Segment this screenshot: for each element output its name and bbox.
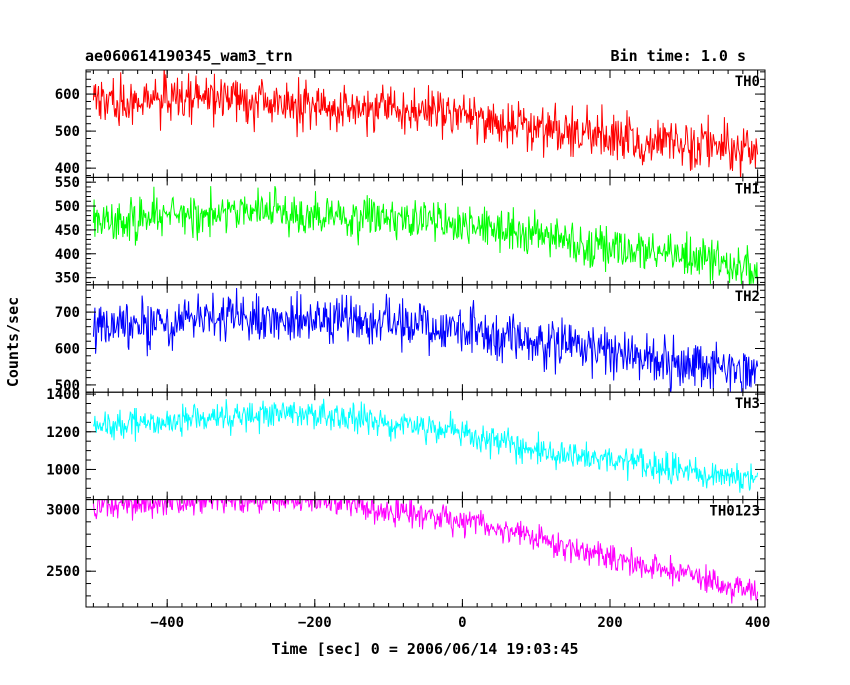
y-tick-label: 400 (55, 247, 80, 263)
y-tick-label: 600 (55, 342, 80, 358)
y-tick-label: 350 (55, 271, 80, 287)
x-tick-label: −400 (150, 615, 184, 631)
panel-th3: 1000 1200 1400 TH3 (46, 387, 766, 501)
y-tick-label: 3000 (46, 502, 80, 518)
y-tick-label: 450 (55, 223, 80, 239)
y-tick-label: 500 (55, 199, 80, 215)
x-tick-label: −200 (298, 615, 332, 631)
y-tick-label: 600 (55, 87, 80, 103)
series-line-th0 (92, 70, 759, 178)
panel-name-label: TH2 (735, 289, 760, 305)
y-tick-label: 500 (55, 378, 80, 394)
panel-th1: 350 400 450 500 550 TH1 (55, 175, 766, 287)
y-tick-label: 500 (55, 124, 80, 140)
series-line-th1 (92, 186, 758, 285)
y-tick-label: 1400 (46, 387, 80, 403)
chart-title: ae060614190345_wam3_trn (85, 47, 293, 65)
y-tick-label: 1200 (46, 425, 80, 441)
series-line-th3 (92, 398, 759, 493)
panel-th0: 400 500 600 TH0 (55, 69, 766, 178)
x-axis-tick-labels: −400 −200 0 200 400 (150, 615, 770, 631)
y-tick-label: 400 (55, 161, 80, 177)
panel-name-label: TH0 (735, 74, 760, 90)
y-tick-label: 1000 (46, 462, 80, 478)
series-line-th2 (92, 287, 759, 393)
panel-name-label: TH3 (735, 396, 760, 412)
panel-frame (85, 499, 766, 608)
y-axis-title: Counts/sec (4, 297, 22, 387)
series-line-th0123 (92, 499, 759, 604)
panel-th0123: 2500 3000 TH0123 (46, 499, 766, 608)
x-tick-label: 0 (458, 615, 466, 631)
y-tick-label: 550 (55, 175, 80, 191)
y-tick-label: 2500 (46, 564, 80, 580)
panel-name-label: TH0123 (709, 504, 760, 520)
panel-frame (85, 391, 766, 501)
panel-th2: 500 600 700 TH2 (55, 284, 766, 394)
x-axis-title: Time [sec] 0 = 2006/06/14 19:03:45 (271, 640, 578, 658)
panel-stack: 400 500 600 TH0 350 400 450 500 550 TH1 500 600 700 T… (46, 69, 766, 608)
y-tick-label: 700 (55, 305, 80, 321)
bin-time-label: Bin time: 1.0 s (611, 47, 746, 65)
panel-name-label: TH1 (735, 181, 760, 197)
x-tick-label: 400 (745, 615, 770, 631)
panel-frame (85, 176, 766, 286)
x-tick-label: 200 (597, 615, 622, 631)
